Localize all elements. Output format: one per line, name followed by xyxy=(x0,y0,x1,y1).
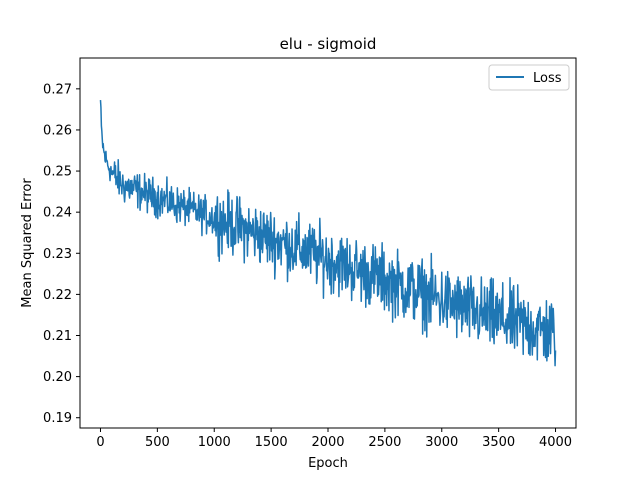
y-tick-label: 0.22 xyxy=(43,288,72,303)
y-axis: 0.19 0.20 0.21 0.22 0.23 0.24 0.25 0.26 0.27 xyxy=(43,82,80,426)
y-tick-label: 0.27 xyxy=(43,82,72,97)
legend-label-loss: Loss xyxy=(533,71,562,86)
x-tick-label: 1500 xyxy=(255,435,288,450)
x-tick-label: 3500 xyxy=(482,435,515,450)
x-axis: 0 500 1000 1500 2000 2500 3000 3500 4000 xyxy=(96,428,572,450)
x-tick-label: 0 xyxy=(96,435,104,450)
x-axis-label: Epoch xyxy=(308,456,348,471)
plot-area xyxy=(99,99,557,367)
chart-title: elu - sigmoid xyxy=(280,35,377,53)
y-tick-label: 0.25 xyxy=(43,165,72,180)
legend: Loss xyxy=(488,64,570,91)
y-tick-label: 0.23 xyxy=(43,247,72,262)
y-axis-label: Mean Squared Error xyxy=(20,178,35,308)
x-tick-label: 2500 xyxy=(368,435,401,450)
y-tick-label: 0.19 xyxy=(43,411,72,426)
y-tick-label: 0.26 xyxy=(43,123,72,138)
x-tick-label: 3000 xyxy=(425,435,458,450)
x-tick-label: 2000 xyxy=(311,435,344,450)
legend-box xyxy=(488,64,570,91)
y-tick-label: 0.20 xyxy=(43,370,72,385)
x-tick-label: 500 xyxy=(145,435,170,450)
series-line-loss xyxy=(99,99,557,367)
y-tick-label: 0.24 xyxy=(43,206,72,221)
x-tick-label: 4000 xyxy=(539,435,572,450)
y-tick-label: 0.21 xyxy=(43,329,72,344)
x-tick-label: 1000 xyxy=(198,435,231,450)
